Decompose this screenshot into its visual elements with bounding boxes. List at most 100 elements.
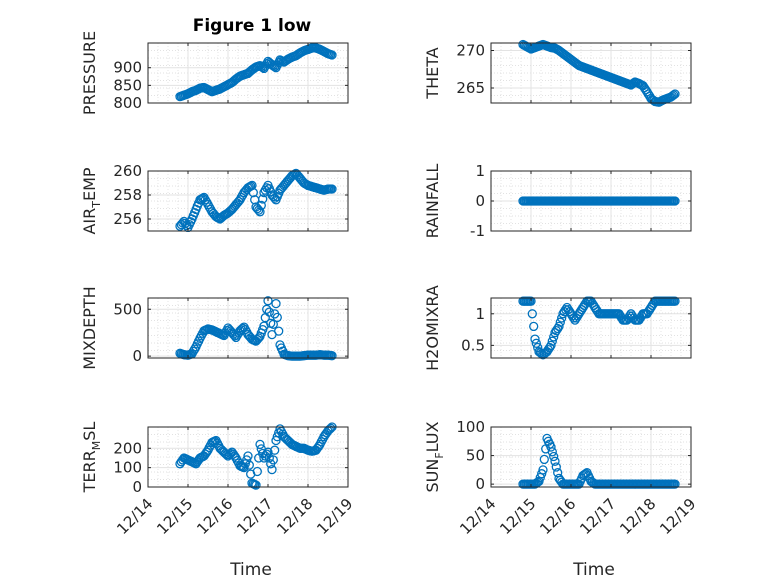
x-axis-label-right: Time: [572, 560, 615, 580]
marker-sun_flux-interp: [669, 479, 679, 489]
y-axis-label-5: H2OMIXRA: [423, 285, 442, 371]
marker-terr_msl-interp: [200, 449, 210, 459]
marker-air_temp-interp: [236, 192, 246, 203]
y-tick-label-pressure: 900: [113, 59, 142, 77]
axes-box-h2omixra: [490, 297, 692, 359]
marker-mixdepth-interp: [326, 350, 336, 361]
marker-air_temp-interp: [254, 205, 264, 215]
marker-air_temp-interp: [326, 184, 336, 194]
marker-h2omixra-interp: [609, 309, 619, 319]
marker-terr_msl-interp: [312, 443, 322, 453]
y-axis-label-7: SUNFLUX: [423, 421, 446, 492]
axes-box-mixdepth: [147, 297, 349, 359]
marker-sun_flux-interp: [533, 477, 543, 487]
marker-mixdepth-interp: [322, 350, 332, 360]
axes-box-air_temp: [147, 170, 349, 232]
marker-mixdepth-interp: [194, 336, 204, 346]
x-tick-label-2: 12/16: [536, 495, 579, 538]
y-tick-label-air_temp: 260: [113, 162, 142, 180]
marker-pressure-interp: [326, 49, 336, 60]
marker-sun_flux-interp: [539, 454, 549, 465]
x-tick-label-5: 12/19: [313, 495, 356, 538]
marker-sun_flux-interp: [551, 462, 561, 472]
y-tick-label-pressure: 850: [113, 76, 142, 94]
axes-box-pressure: [147, 42, 349, 104]
marker-h2omixra-interp: [525, 296, 535, 306]
marker-terr_msl-interp: [242, 455, 252, 465]
marker-mixdepth-24: [271, 298, 281, 309]
marker-mixdepth-interp: [190, 344, 200, 354]
x-tick-label-0: 12/14: [113, 495, 156, 538]
panel-mixdepth: 0 500 MIXDEPTH: [80, 286, 349, 370]
y-axis-label-1: THETA: [423, 47, 442, 99]
marker-terr_msl-interp: [252, 466, 262, 477]
x-tick-label-1: 12/15: [496, 495, 539, 538]
panel-theta: 265 270 THETA: [423, 39, 692, 107]
x-tick-label-2: 12/16: [193, 495, 236, 538]
marker-sun_flux-interp: [665, 479, 675, 489]
y-tick-label-pressure: 800: [113, 94, 142, 112]
marker-air_temp-interp: [180, 218, 190, 229]
y-tick-label-air_temp: 256: [113, 210, 142, 228]
marker-terr_msl-interp: [258, 448, 268, 459]
y-tick-label-rainfall: -1: [470, 222, 485, 240]
x-tick-label-3: 12/17: [576, 495, 619, 538]
marker-sun_flux-8: [550, 456, 560, 466]
marker-mixdepth-interp: [262, 304, 272, 314]
marker-pressure-21: [259, 63, 269, 74]
marker-h2omixra-interp: [547, 336, 557, 346]
marker-terr_msl-interp: [244, 460, 254, 470]
marker-terr_msl-20: [255, 439, 265, 450]
marker-air_temp-interp: [202, 197, 212, 207]
figure-title: Figure 1 low: [193, 16, 312, 36]
marker-mixdepth-interp: [264, 307, 274, 317]
marker-mixdepth-interp: [188, 346, 198, 357]
x-axis-label-left: Time: [229, 560, 272, 580]
marker-terr_msl-interp: [230, 451, 240, 461]
marker-h2omixra-interp: [543, 344, 553, 355]
marker-mixdepth-interp: [258, 324, 268, 335]
y-axis-label-2: AIRTEMP: [80, 167, 103, 234]
marker-h2omixra-interp: [531, 338, 541, 348]
marker-rainfall-interp: [665, 196, 675, 206]
y-tick-label-h2omixra: 1: [475, 305, 485, 323]
marker-h2omixra-interp: [521, 296, 531, 306]
marker-terr_msl-17: [243, 451, 253, 461]
y-tick-label-terr_msl: 200: [113, 439, 142, 457]
marker-terr_msl-interp: [202, 447, 212, 457]
marker-air_temp-interp: [190, 207, 200, 218]
marker-rainfall-interp: [669, 196, 679, 206]
x-tick-label-4: 12/18: [616, 495, 659, 538]
marker-h2omixra-interp: [549, 332, 559, 342]
marker-air_temp-interp: [200, 195, 210, 205]
marker-h2omixra-interp: [529, 321, 539, 332]
y-tick-label-mixdepth: 500: [113, 300, 142, 318]
marker-air_temp-interp: [258, 194, 268, 204]
axes-box-sun_flux: [490, 426, 692, 488]
marker-mixdepth-interp: [274, 326, 284, 336]
marker-terr_msl-interp: [268, 455, 278, 465]
marker-terr_msl-interp: [270, 445, 280, 455]
marker-air_temp-interp: [204, 202, 214, 212]
axes-box-terr_msl: [147, 426, 349, 488]
marker-mixdepth-interp: [272, 312, 282, 323]
axes-box-theta: [490, 42, 692, 104]
y-tick-label-air_temp: 258: [113, 186, 142, 204]
marker-air_temp-interp: [256, 200, 266, 211]
marker-sun_flux-interp: [537, 469, 547, 479]
marker-mixdepth-22: [263, 296, 273, 306]
marker-air_temp-interp: [274, 188, 284, 199]
marker-air_temp-interp: [246, 181, 256, 191]
marker-mixdepth-interp: [236, 324, 246, 335]
marker-h2omixra-3: [530, 334, 540, 344]
marker-mixdepth-interp: [268, 319, 278, 329]
marker-h2omixra-interp: [665, 296, 675, 306]
marker-theta-interp: [667, 91, 677, 101]
marker-h2omixra-interp: [527, 309, 537, 319]
y-tick-label-h2omixra: 0.5: [461, 336, 485, 354]
marker-air_temp-interp: [186, 217, 196, 227]
marker-mixdepth-interp: [252, 334, 262, 345]
